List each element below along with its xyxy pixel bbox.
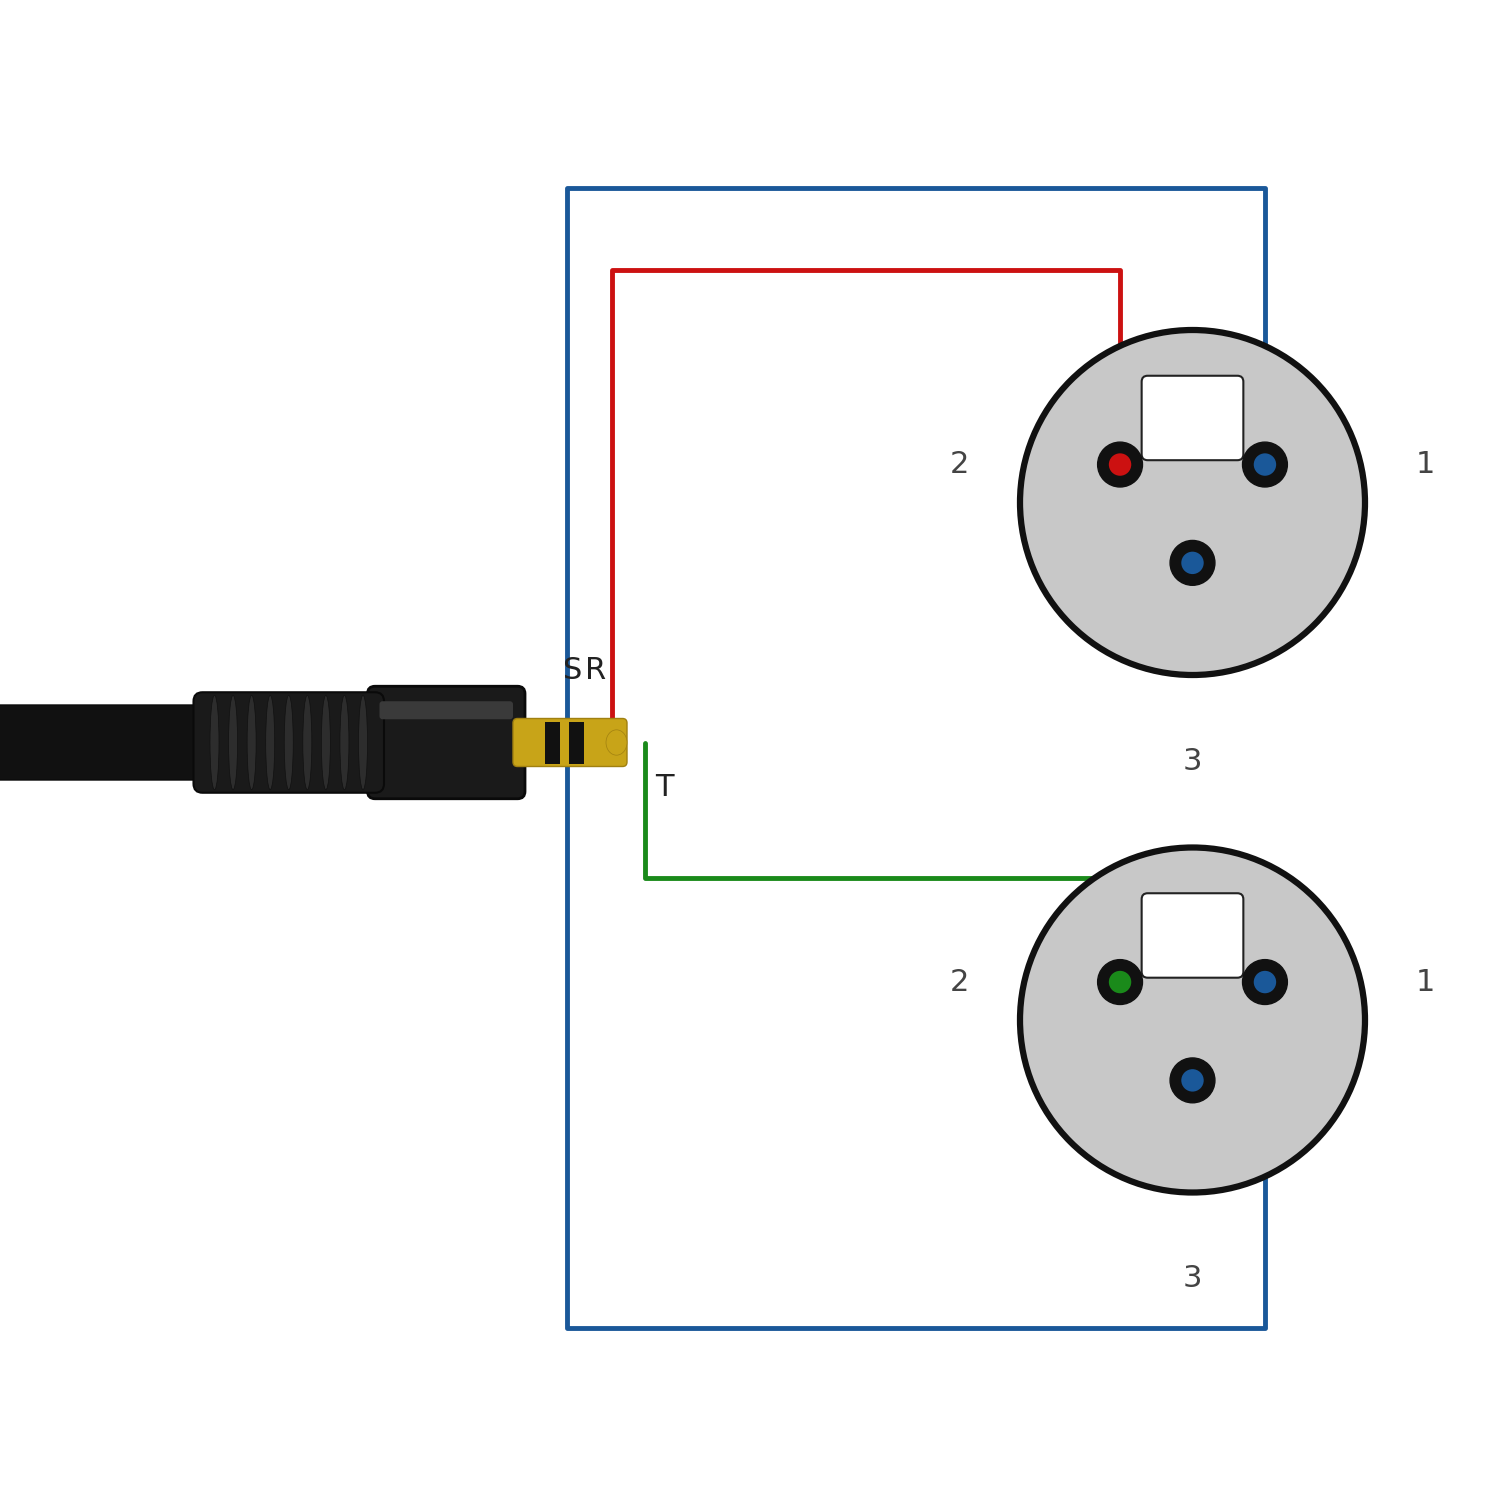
FancyBboxPatch shape (380, 702, 513, 720)
Circle shape (1242, 442, 1287, 488)
Ellipse shape (284, 696, 292, 789)
Circle shape (1254, 970, 1276, 993)
FancyBboxPatch shape (1142, 894, 1244, 978)
FancyBboxPatch shape (513, 718, 627, 766)
Circle shape (1108, 970, 1131, 993)
Ellipse shape (606, 730, 627, 754)
Text: 1: 1 (1416, 968, 1436, 996)
Circle shape (1170, 540, 1215, 585)
Circle shape (1098, 960, 1143, 1005)
Text: 2: 2 (950, 450, 969, 478)
Ellipse shape (248, 696, 256, 789)
Circle shape (1020, 330, 1365, 675)
Ellipse shape (303, 696, 312, 789)
Text: 2: 2 (950, 968, 969, 996)
FancyBboxPatch shape (368, 687, 525, 798)
Text: 1: 1 (1416, 450, 1436, 478)
Ellipse shape (228, 696, 237, 789)
FancyBboxPatch shape (194, 693, 384, 792)
Ellipse shape (340, 696, 350, 789)
Circle shape (1242, 960, 1287, 1005)
Text: T: T (656, 772, 674, 801)
Circle shape (1182, 1070, 1203, 1092)
FancyBboxPatch shape (0, 705, 224, 780)
Ellipse shape (358, 696, 368, 789)
Circle shape (1098, 442, 1143, 488)
Ellipse shape (321, 696, 330, 789)
Bar (570, 722, 585, 764)
Circle shape (1020, 847, 1365, 1192)
Text: R: R (585, 657, 606, 686)
Circle shape (1182, 552, 1203, 574)
Circle shape (1108, 453, 1131, 476)
Ellipse shape (210, 696, 219, 789)
Circle shape (1170, 1058, 1215, 1102)
Text: 3: 3 (1182, 1264, 1203, 1293)
Text: 3: 3 (1182, 747, 1203, 776)
Circle shape (1254, 453, 1276, 476)
Bar (546, 722, 561, 764)
Ellipse shape (266, 696, 274, 789)
FancyBboxPatch shape (1142, 376, 1244, 460)
Text: S: S (564, 657, 582, 686)
